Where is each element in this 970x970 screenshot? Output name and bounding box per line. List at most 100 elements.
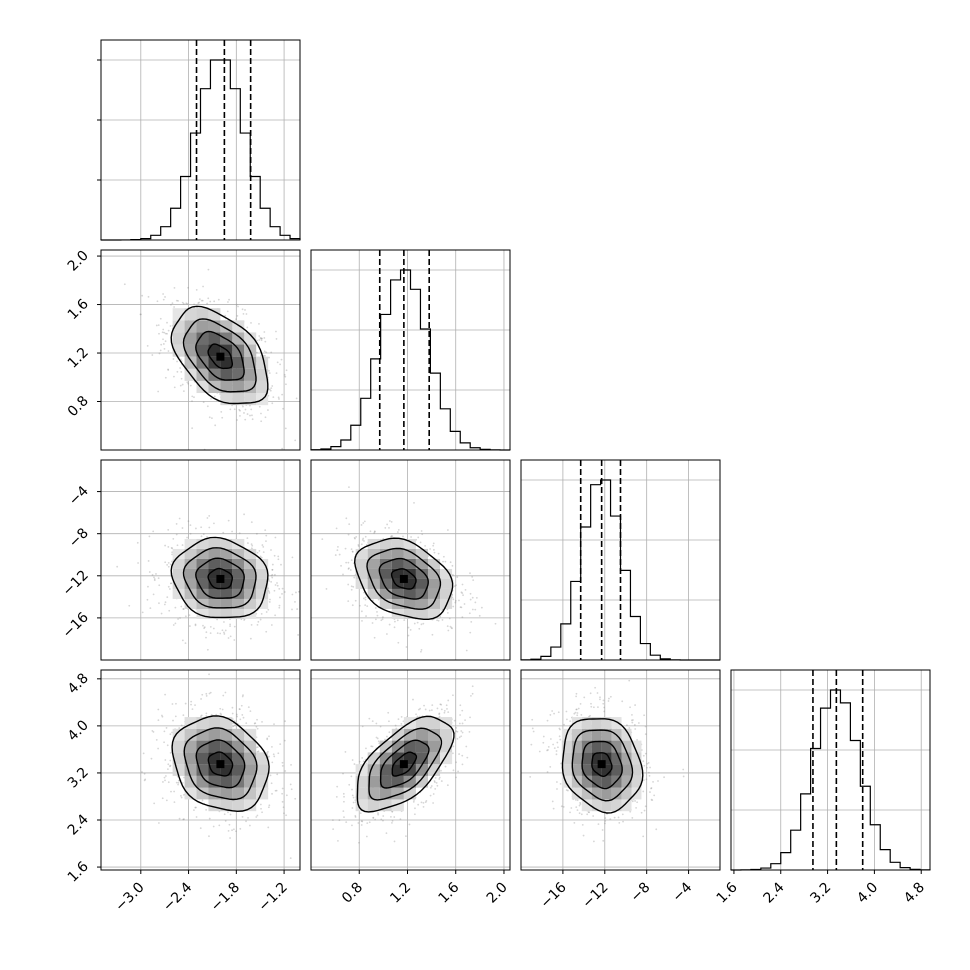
sample-point [177, 783, 180, 786]
contour-line [353, 537, 454, 620]
sample-point [191, 400, 193, 403]
sample-point [198, 301, 200, 304]
sample-point [276, 584, 279, 587]
sample-point [277, 752, 280, 755]
sample-point [267, 409, 269, 411]
sample-point [270, 574, 273, 577]
density-cell [184, 752, 197, 765]
sample-point [205, 631, 208, 634]
sample-point [452, 745, 455, 748]
sample-point [386, 523, 389, 526]
sample-point [340, 564, 342, 567]
sample-point [282, 806, 285, 809]
sample-point [164, 775, 167, 777]
sample-point [438, 713, 441, 716]
sample-point [167, 781, 170, 784]
sample-point [181, 639, 184, 642]
sample-point [283, 739, 286, 742]
sample-point [436, 707, 439, 710]
sample-point [357, 545, 360, 548]
sample-point [399, 818, 402, 821]
density-cell [196, 332, 209, 345]
sample-point [167, 561, 170, 564]
sample-point [374, 618, 377, 621]
sample-point [177, 618, 179, 620]
sample-point [213, 300, 216, 303]
sample-point [238, 408, 241, 411]
sample-point [190, 703, 192, 706]
sample-point [450, 626, 453, 629]
sample-point [463, 603, 466, 605]
sample-point [182, 608, 185, 610]
sample-point [451, 752, 454, 755]
sample-point [456, 730, 459, 733]
sample-point [281, 764, 284, 767]
sample-point [440, 780, 443, 782]
sample-point [277, 396, 280, 399]
sample-point [208, 835, 210, 838]
sample-point [301, 763, 303, 765]
density-cell [427, 598, 441, 609]
density-cell [232, 578, 245, 589]
sample-point [273, 554, 276, 557]
density-cell [220, 538, 233, 549]
sample-point [416, 715, 419, 718]
density-cell [184, 538, 197, 549]
sample-point [444, 560, 447, 563]
sample-point [227, 301, 229, 303]
sample-point [229, 408, 232, 411]
sample-point [273, 755, 276, 758]
density-cell [244, 548, 257, 559]
sample-point [469, 716, 471, 719]
sample-point [358, 841, 360, 844]
y-tick-label: −4 [66, 483, 92, 509]
sample-point [270, 351, 273, 354]
sample-point [155, 324, 158, 327]
sample-point [352, 585, 355, 588]
sample-point [468, 730, 471, 733]
sample-point [250, 543, 253, 546]
sample-point [273, 589, 276, 592]
sample-point [233, 625, 236, 628]
sample-point [269, 389, 272, 392]
sample-point [142, 752, 145, 755]
sample-point [343, 795, 345, 798]
sample-point [362, 537, 365, 540]
sample-point [422, 622, 425, 625]
sample-point [434, 781, 436, 784]
sample-point [271, 402, 274, 405]
sample-point [538, 750, 541, 753]
sample-point [423, 704, 425, 707]
histogram-step [730, 689, 931, 871]
density-cell [244, 332, 257, 345]
density-cell [196, 752, 209, 765]
sample-point [240, 704, 243, 707]
sample-point [417, 708, 420, 711]
sample-point [358, 760, 361, 763]
density-cell [172, 728, 185, 741]
sample-point [345, 517, 348, 520]
sample-point [439, 703, 442, 706]
sample-point [284, 427, 287, 430]
sample-point [221, 416, 224, 419]
sample-point [372, 816, 375, 819]
sample-point [178, 727, 181, 729]
sample-point [168, 609, 171, 612]
sample-point [391, 821, 393, 824]
histogram-panel-3 [730, 669, 931, 871]
sample-point [260, 420, 263, 423]
density-cell [403, 588, 416, 599]
density-cell [391, 787, 404, 800]
sample-point [284, 720, 286, 723]
sample-point [397, 641, 400, 644]
sample-point [413, 799, 415, 801]
sample-point [281, 393, 284, 396]
sample-point [262, 551, 265, 554]
sample-point [264, 416, 267, 419]
sample-point [338, 553, 341, 556]
density-cell [196, 538, 209, 549]
sample-point [407, 626, 410, 629]
sample-point [432, 544, 435, 547]
sample-point [256, 339, 258, 342]
sample-point [446, 784, 449, 787]
